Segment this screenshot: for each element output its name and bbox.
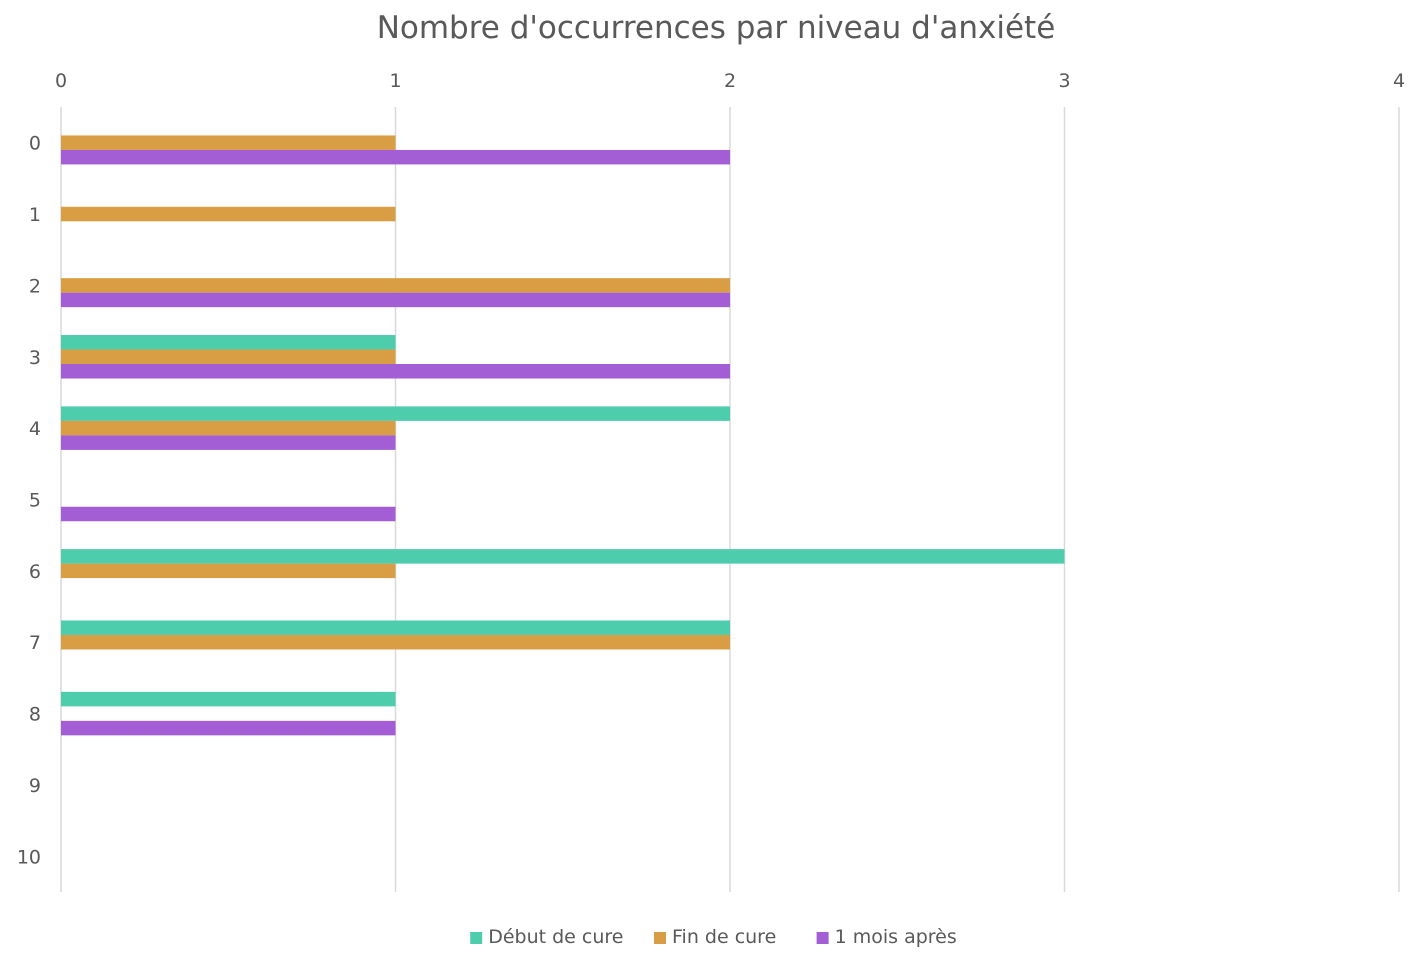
gridlines: [60, 107, 1400, 892]
bar-début-de-cure-cat-3: [61, 335, 396, 350]
x-axis-ticks: 0 1 2 3 4: [55, 70, 1405, 92]
x-tick-label: 1: [389, 70, 401, 92]
legend-swatch: [654, 932, 666, 944]
y-tick-label: 3: [29, 347, 41, 369]
bar-début-de-cure-cat-4: [61, 406, 730, 421]
bars: [61, 135, 1065, 736]
bar-1-mois-après-cat-0: [61, 149, 730, 165]
chart-title: Nombre d'occurrences par niveau d'anxiét…: [377, 10, 1056, 46]
y-tick-label: 4: [29, 418, 41, 440]
legend-swatch: [470, 932, 483, 944]
x-tick-label: 3: [1058, 70, 1070, 92]
bar-1-mois-après-cat-2: [61, 292, 730, 308]
bar-fin-de-cure-cat-2: [61, 278, 730, 293]
legend-label: 1 mois après: [835, 926, 957, 948]
bar-1-mois-après-cat-8: [61, 720, 396, 736]
bar-1-mois-après-cat-5: [61, 506, 396, 522]
y-tick-label: 5: [29, 490, 41, 512]
y-tick-label: 0: [29, 133, 41, 155]
y-tick-label: 1: [29, 204, 41, 226]
bar-fin-de-cure-cat-3: [61, 349, 396, 365]
bar-fin-de-cure-cat-4: [61, 420, 396, 436]
bar-début-de-cure-cat-8: [61, 691, 396, 707]
y-axis-ticks: 0 1 2 3 4 5 6 7 8 9 10: [17, 133, 41, 869]
bar-début-de-cure-cat-7: [61, 620, 730, 635]
x-tick-label: 0: [55, 70, 67, 92]
bar-1-mois-après-cat-4: [61, 435, 396, 450]
legend-label: Début de cure: [488, 926, 623, 948]
legend-swatch: [816, 932, 829, 944]
bar-fin-de-cure-cat-6: [61, 563, 396, 579]
x-tick-label: 2: [724, 70, 736, 92]
bar-1-mois-après-cat-3: [61, 364, 730, 379]
bar-fin-de-cure-cat-0: [61, 135, 396, 150]
y-tick-label: 6: [29, 561, 41, 583]
y-tick-label: 2: [29, 275, 41, 297]
y-tick-label: 9: [29, 775, 41, 797]
bar-fin-de-cure-cat-7: [61, 634, 730, 650]
bar-début-de-cure-cat-6: [61, 549, 1065, 564]
y-tick-label: 10: [17, 846, 41, 868]
legend: Début de cure Fin de cure 1 mois après: [470, 926, 957, 948]
x-tick-label: 4: [1393, 70, 1405, 92]
y-tick-label: 8: [29, 704, 41, 726]
bar-fin-de-cure-cat-1: [61, 206, 396, 222]
legend-label: Fin de cure: [672, 926, 776, 948]
y-tick-label: 7: [29, 632, 41, 654]
